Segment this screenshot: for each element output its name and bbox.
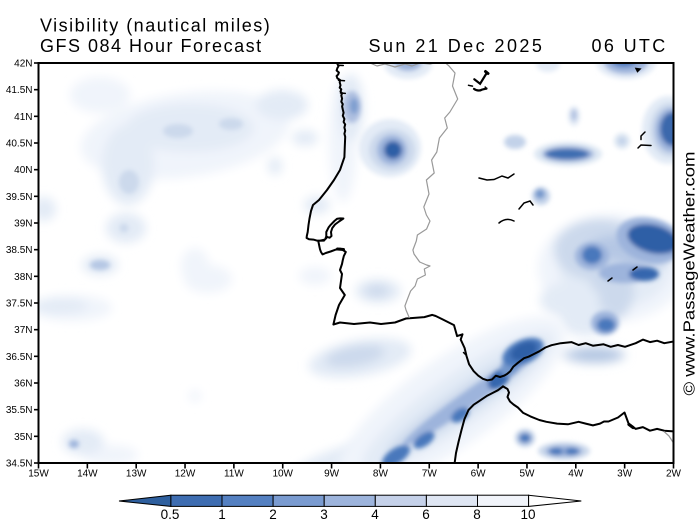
svg-text:GFS 084 Hour Forecast: GFS 084 Hour Forecast: [40, 36, 263, 56]
svg-text:9W: 9W: [324, 469, 340, 480]
svg-text:40N: 40N: [14, 165, 32, 176]
svg-text:Sun 21 Dec 2025: Sun 21 Dec 2025: [369, 36, 545, 56]
svg-text:12W: 12W: [175, 469, 196, 480]
svg-text:3W: 3W: [617, 469, 633, 480]
svg-text:Visibility (nautical miles): Visibility (nautical miles): [40, 16, 271, 36]
svg-text:37.5N: 37.5N: [6, 299, 33, 310]
svg-text:8: 8: [473, 507, 481, 522]
svg-text:36N: 36N: [14, 379, 32, 390]
svg-text:8W: 8W: [373, 469, 389, 480]
svg-text:4: 4: [371, 507, 379, 522]
svg-text:10: 10: [520, 507, 535, 522]
svg-text:38N: 38N: [14, 272, 32, 283]
svg-text:3: 3: [320, 507, 328, 522]
svg-text:7W: 7W: [422, 469, 438, 480]
svg-text:35.5N: 35.5N: [6, 405, 33, 416]
svg-text:© www.PassageWeather.com: © www.PassageWeather.com: [682, 152, 699, 396]
svg-text:37N: 37N: [14, 325, 32, 336]
svg-text:11W: 11W: [224, 469, 244, 480]
svg-text:34.5N: 34.5N: [6, 459, 33, 470]
svg-text:38.5N: 38.5N: [6, 245, 33, 256]
svg-text:39N: 39N: [14, 219, 32, 230]
svg-text:2W: 2W: [666, 469, 682, 480]
svg-text:13W: 13W: [126, 469, 147, 480]
svg-text:14W: 14W: [77, 469, 98, 480]
svg-text:40.5N: 40.5N: [6, 139, 33, 150]
svg-text:15W: 15W: [28, 469, 49, 480]
svg-text:0.5: 0.5: [161, 507, 180, 522]
svg-text:06 UTC: 06 UTC: [592, 36, 668, 56]
svg-text:10W: 10W: [272, 469, 293, 480]
svg-text:4W: 4W: [568, 469, 584, 480]
svg-text:5W: 5W: [519, 469, 535, 480]
svg-text:6: 6: [422, 507, 430, 522]
svg-text:39.5N: 39.5N: [6, 192, 33, 203]
svg-text:1: 1: [218, 507, 226, 522]
svg-text:35N: 35N: [14, 432, 32, 443]
svg-text:41N: 41N: [14, 112, 32, 123]
svg-text:42N: 42N: [14, 59, 32, 70]
svg-text:36.5N: 36.5N: [6, 352, 33, 363]
svg-text:2: 2: [269, 507, 277, 522]
svg-text:41.5N: 41.5N: [6, 85, 33, 96]
svg-text:6W: 6W: [471, 469, 487, 480]
